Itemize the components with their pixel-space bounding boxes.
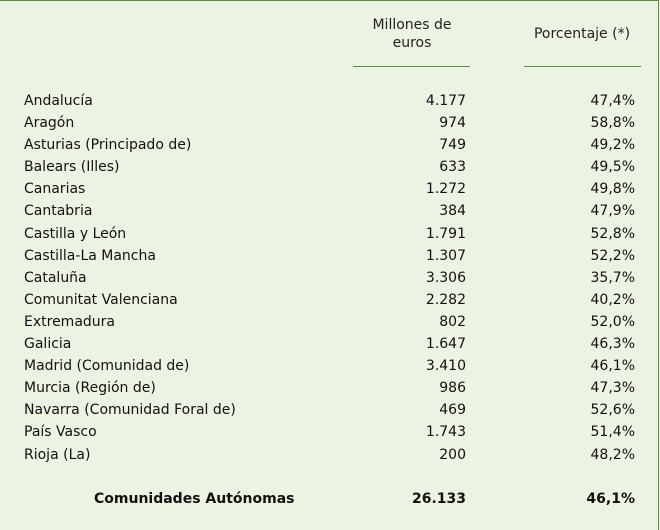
region-percentage: 46,1% <box>590 358 635 375</box>
region-value: 1.307 <box>425 247 466 264</box>
total-percentage: 46,1% <box>586 491 635 507</box>
region-name: Balears (Illes) <box>24 159 120 176</box>
region-value: 4.177 <box>425 93 466 109</box>
table-row: Balears (Illes) 633 49,5% <box>0 157 660 179</box>
region-value: 749 <box>439 137 466 154</box>
table-row: Cataluña 3.306 35,7% <box>0 268 660 290</box>
region-percentage: 52,0% <box>590 313 635 330</box>
table-row: Madrid (Comunidad de) 3.410 46,1% <box>0 356 660 378</box>
region-name: Navarra (Comunidad Foral de) <box>24 402 236 419</box>
region-value: 1.791 <box>425 225 466 242</box>
region-name: Comunitat Valenciana <box>24 291 178 308</box>
table-row: Comunitat Valenciana 2.282 40,2% <box>0 290 660 312</box>
table-row: Extremadura 802 52,0% <box>0 312 660 334</box>
region-name: Madrid (Comunidad de) <box>24 358 190 375</box>
region-name: Castilla y León <box>24 225 127 242</box>
region-name: Asturias (Principado de) <box>24 137 192 154</box>
region-percentage: 52,2% <box>590 247 635 264</box>
table-row: Castilla y León 1.791 52,8% <box>0 224 660 246</box>
region-value: 1.272 <box>425 181 466 198</box>
table-row: Aragón 974 58,8% <box>0 113 660 135</box>
region-name: Rioja (La) <box>24 446 91 463</box>
region-percentage: 52,6% <box>590 402 635 419</box>
total-value: 26.133 <box>411 491 466 507</box>
region-percentage: 47,3% <box>590 380 635 397</box>
region-value: 2.282 <box>425 291 466 308</box>
region-value: 200 <box>439 446 466 463</box>
table-row: Galicia 1.647 46,3% <box>0 334 660 356</box>
region-percentage: 48,2% <box>590 446 635 463</box>
region-percentage: 47,4% <box>590 93 635 109</box>
total-row: Comunidades Autónomas 26.133 46,1% <box>0 489 660 511</box>
table-row: Castilla-La Mancha 1.307 52,2% <box>0 246 660 268</box>
region-percentage: 47,9% <box>590 203 635 220</box>
region-percentage: 40,2% <box>590 291 635 308</box>
header-rule-percentage <box>524 66 641 67</box>
region-name: Aragón <box>24 115 75 132</box>
region-name: Cantabria <box>24 203 93 220</box>
region-value: 974 <box>439 115 466 132</box>
region-name: Murcia (Región de) <box>24 380 156 397</box>
table-row: Navarra (Comunidad Foral de) 469 52,6% <box>0 400 660 422</box>
table-row: Andalucía 4.177 47,4% <box>0 91 660 113</box>
region-percentage: 35,7% <box>590 269 635 286</box>
region-percentage: 46,3% <box>590 336 635 353</box>
table-row: País Vasco 1.743 51,4% <box>0 422 660 444</box>
table-row: Rioja (La) 200 48,2% <box>0 445 660 467</box>
region-name: Andalucía <box>24 93 93 109</box>
region-value: 3.410 <box>425 358 466 375</box>
region-value: 633 <box>439 159 466 176</box>
region-value: 802 <box>439 313 466 330</box>
region-name: País Vasco <box>24 424 97 441</box>
region-percentage: 49,5% <box>590 159 635 176</box>
header-rule-value <box>353 66 470 67</box>
region-value: 384 <box>439 203 466 220</box>
region-value: 986 <box>439 380 466 397</box>
region-name: Extremadura <box>24 313 115 330</box>
region-name: Cataluña <box>24 269 87 286</box>
table-row: Canarias 1.272 49,8% <box>0 179 660 201</box>
table-row: Cantabria 384 47,9% <box>0 201 660 223</box>
table-row: Asturias (Principado de) 749 49,2% <box>0 135 660 157</box>
total-label: Comunidades Autónomas <box>94 491 295 507</box>
table-body: Andalucía 4.177 47,4% Aragón 974 58,8% Asturia… <box>0 91 660 467</box>
region-value: 1.647 <box>425 336 466 353</box>
region-percentage: 58,8% <box>590 115 635 132</box>
column-header-percentage: Porcentaje (*) <box>533 26 631 42</box>
table-row: Murcia (Región de) 986 47,3% <box>0 378 660 400</box>
region-value: 1.743 <box>425 424 466 441</box>
region-name: Castilla-La Mancha <box>24 247 156 264</box>
region-name: Galicia <box>24 336 72 353</box>
region-value: 469 <box>439 402 466 419</box>
region-value: 3.306 <box>425 269 466 286</box>
column-header-value: Millones de euros <box>372 17 452 51</box>
region-percentage: 51,4% <box>590 424 635 441</box>
region-name: Canarias <box>24 181 86 198</box>
region-percentage: 52,8% <box>590 225 635 242</box>
region-percentage: 49,2% <box>590 137 635 154</box>
region-percentage: 49,8% <box>590 181 635 198</box>
